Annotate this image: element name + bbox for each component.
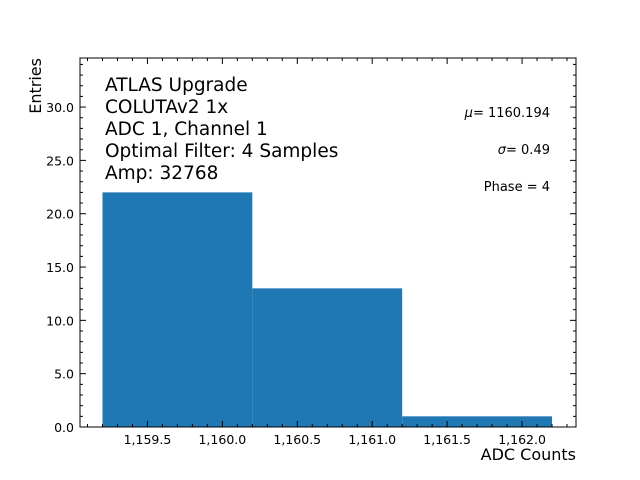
- histogram-bar: [102, 192, 253, 427]
- x-tick-label: 1,161.5: [423, 432, 471, 447]
- y-tick-label: 5.0: [54, 367, 74, 382]
- x-tick-label: 1,162.0: [498, 432, 546, 447]
- plot-frame: [79, 57, 577, 428]
- stats-text-block: μ= 1160.194 σ= 0.49 Phase = 4: [464, 106, 550, 195]
- y-tick-label: 30.0: [46, 100, 74, 115]
- x-tick-labels: 1,159.5 1,160.0 1,160.5 1,161.0 1,161.5 1,162…: [124, 432, 546, 447]
- info-line-channel: ADC 1, Channel 1: [105, 119, 268, 140]
- y-tick-label: 25.0: [46, 153, 74, 168]
- x-tick-label: 1,160.5: [273, 432, 321, 447]
- histogram-bar: [252, 288, 403, 427]
- y-tick-label: 10.0: [46, 313, 74, 328]
- histogram-bars: [102, 192, 553, 427]
- info-text-block: ATLAS Upgrade COLUTAv2 1x ADC 1, Channel…: [105, 75, 338, 184]
- y-tick-label: 20.0: [46, 207, 74, 222]
- info-line-amp: Amp: 32768: [105, 163, 218, 184]
- histogram-bar: [402, 416, 553, 427]
- stat-sigma: σ= 0.49: [498, 143, 550, 158]
- y-tick-label: 0.0: [54, 420, 74, 435]
- x-tick-label: 1,160.0: [198, 432, 246, 447]
- x-tick-label: 1,159.5: [124, 432, 172, 447]
- x-tick-label: 1,161.0: [348, 432, 396, 447]
- info-line-chip: COLUTAv2 1x: [105, 97, 228, 118]
- info-line-experiment: ATLAS Upgrade: [105, 75, 248, 96]
- x-axis-label: ADC Counts: [481, 445, 576, 464]
- y-tick-label: 15.0: [46, 260, 74, 275]
- y-axis-label: Entries: [26, 58, 45, 114]
- y-tick-labels: 0.0 5.0 10.0 15.0 20.0 25.0 30.0: [46, 100, 74, 435]
- info-line-filter: Optimal Filter: 4 Samples: [105, 141, 338, 162]
- stat-mean: μ= 1160.194: [464, 106, 550, 121]
- stat-phase: Phase = 4: [484, 180, 550, 195]
